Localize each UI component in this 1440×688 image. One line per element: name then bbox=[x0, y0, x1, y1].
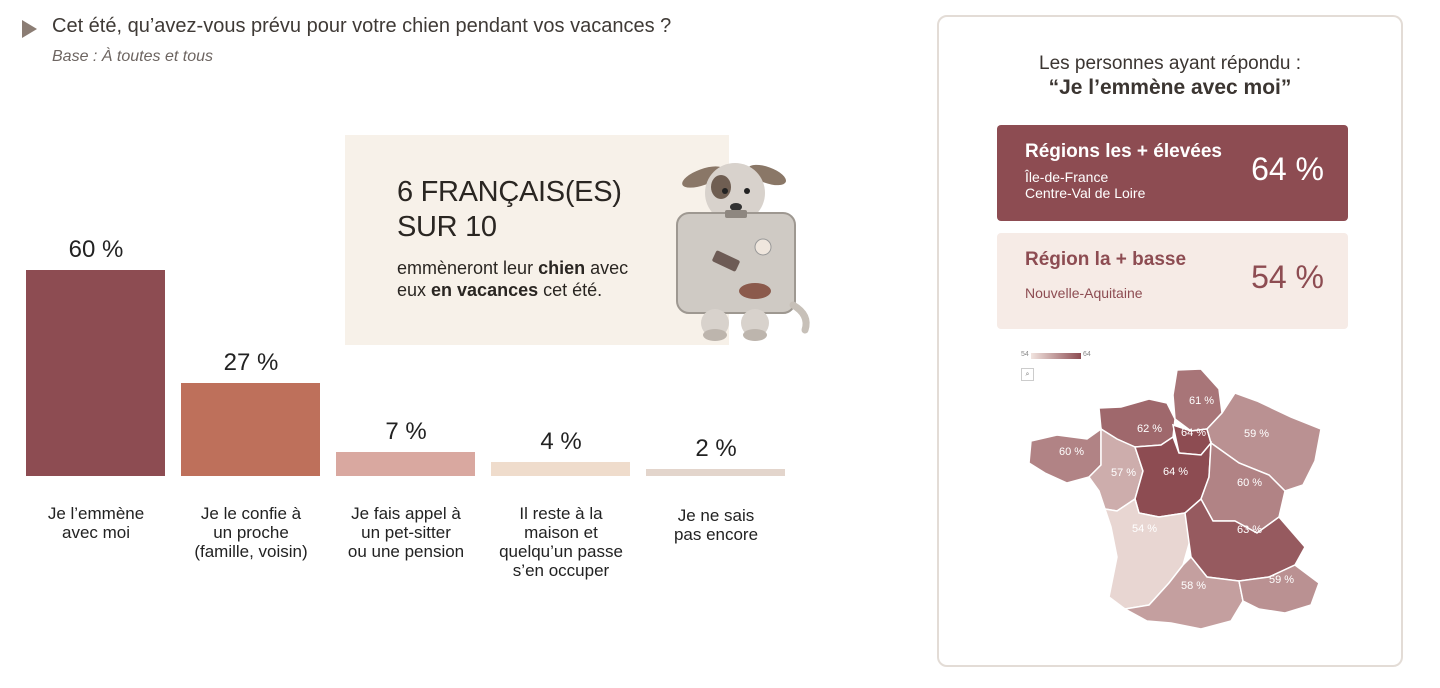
highest-region-2: Centre-Val de Loire bbox=[1025, 185, 1146, 201]
category-label-5: Je ne sais pas encore bbox=[673, 506, 759, 544]
map-region-label-grand-est: 59 % bbox=[1244, 428, 1269, 440]
bar-3 bbox=[336, 451, 475, 476]
highest-region-1: Île-de-France bbox=[1025, 169, 1109, 185]
callout-headline: 6 FRANÇAIS(ES) SUR 10 bbox=[397, 175, 677, 245]
highest-regions-title: Régions les + élevées bbox=[1025, 141, 1222, 162]
map-region-label-idf: 64 % bbox=[1181, 427, 1206, 439]
map-region-label-normandie: 62 % bbox=[1137, 423, 1162, 435]
lowest-region-box: Région la + basse Nouvelle-Aquitaine 54 … bbox=[997, 233, 1348, 329]
bar-1 bbox=[26, 270, 165, 476]
bar-4 bbox=[491, 462, 630, 476]
lowest-region-1: Nouvelle-Aquitaine bbox=[1025, 285, 1143, 301]
lowest-region-value: 54 % bbox=[1251, 259, 1324, 295]
bar-5 bbox=[646, 469, 785, 476]
callout-text-part: cet été. bbox=[538, 280, 603, 300]
legend-gradient bbox=[1031, 353, 1081, 359]
map-region-label-nouvelle-aquitaine: 54 % bbox=[1132, 523, 1157, 535]
dog-with-suitcase-illustration bbox=[676, 163, 810, 341]
map-region-label-pdl: 57 % bbox=[1111, 467, 1136, 479]
callout-text-bold: chien bbox=[538, 258, 586, 278]
play-arrow-icon bbox=[22, 20, 37, 38]
callout-text-part: emmèneront leur bbox=[397, 258, 539, 278]
map-region-label-bfc: 60 % bbox=[1237, 477, 1262, 489]
callout-text-bold: en vacances bbox=[431, 280, 539, 300]
map-region-paca[interactable] bbox=[1238, 564, 1320, 614]
callout-headline-line2: SUR 10 bbox=[397, 211, 497, 243]
category-label-3: Je fais appel à un pet-sitter ou une pensi… bbox=[347, 504, 465, 561]
callout-text: emmèneront leur chien avec eux en vacanc… bbox=[397, 257, 657, 301]
legend-min: 54 bbox=[1021, 351, 1029, 358]
magnifier-icon[interactable]: ⌕ bbox=[1021, 368, 1034, 381]
legend-max: 64 bbox=[1083, 351, 1091, 358]
callout-text-part: avec eux bbox=[397, 258, 629, 300]
highest-regions-box: Régions les + élevées Île-de-France Cent… bbox=[997, 125, 1348, 221]
panel-subheading: “Je l’emmène avec moi” bbox=[1048, 76, 1292, 99]
bar-value-label-5: 2 % bbox=[695, 435, 737, 463]
callout-headline-line1: 6 FRANÇAIS(ES) bbox=[397, 176, 622, 208]
map-region-label-cvl: 64 % bbox=[1163, 466, 1188, 478]
lowest-region-title: Région la + basse bbox=[1025, 249, 1187, 270]
category-label-2: Je le confie à un proche (famille, voisin) bbox=[194, 504, 308, 561]
map-region-label-ara: 63 % bbox=[1237, 524, 1262, 536]
bar-chart: 60 % Je l’emmène avec moi 27 % Je le confie … bbox=[26, 236, 785, 580]
map-region-label-paca: 59 % bbox=[1269, 574, 1294, 586]
bar-value-label-2: 27 % bbox=[223, 349, 279, 377]
france-regions-map: 61 % 62 % 64 % 59 % 60 % 57 % 64 % 60 % 54 % 63 %… bbox=[1028, 368, 1322, 630]
question-base: Base : À toutes et tous bbox=[52, 48, 213, 65]
map-region-label-occitanie: 58 % bbox=[1181, 580, 1206, 592]
panel-heading: Les personnes ayant répondu : bbox=[1039, 53, 1301, 74]
bar-value-label-1: 60 % bbox=[68, 236, 124, 263]
category-label-4: Il reste à la maison et quelqu’un passe s’e… bbox=[499, 504, 623, 580]
highest-regions-value: 64 % bbox=[1251, 151, 1324, 187]
question-title: Cet été, qu’avez-vous prévu pour votre c… bbox=[52, 15, 672, 37]
bar-value-label-3: 7 % bbox=[385, 417, 427, 445]
category-label-1: Je l’emmène avec moi bbox=[47, 504, 145, 542]
map-region-label-bretagne: 60 % bbox=[1059, 446, 1084, 458]
map-region-label-hdf: 61 % bbox=[1189, 395, 1214, 407]
regional-panel: Les personnes ayant répondu : “Je l’emmè… bbox=[937, 15, 1403, 667]
bar-value-label-4: 4 % bbox=[540, 428, 582, 456]
highlight-callout: 6 FRANÇAIS(ES) SUR 10 emmèneront leur ch… bbox=[345, 135, 729, 345]
bar-2 bbox=[181, 383, 320, 476]
